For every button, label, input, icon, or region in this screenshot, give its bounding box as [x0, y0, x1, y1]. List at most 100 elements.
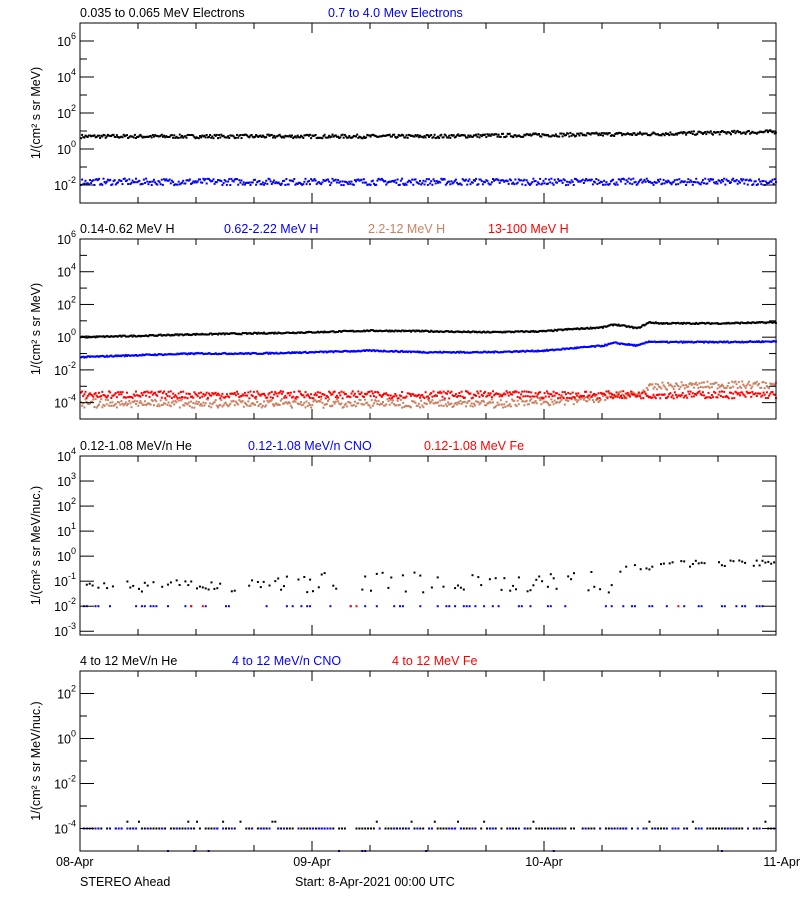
data-point: [133, 133, 136, 136]
data-point: [481, 133, 484, 136]
data-point: [419, 605, 422, 608]
data-point: [509, 827, 512, 830]
data-point: [459, 586, 462, 589]
data-point: [391, 350, 393, 352]
data-point: [225, 827, 227, 830]
data-point: [472, 402, 475, 405]
data-point: [467, 351, 470, 354]
data-point: [158, 135, 161, 138]
data-point: [239, 400, 242, 403]
y-tick-label: 10-2: [54, 774, 76, 792]
data-point: [384, 180, 387, 183]
data-point: [122, 404, 125, 407]
data-point: [695, 133, 698, 136]
data-point: [383, 404, 386, 407]
data-point: [559, 396, 562, 399]
data-point: [335, 394, 338, 397]
data-point: [756, 341, 759, 343]
data-point: [451, 351, 454, 354]
data-point: [623, 395, 626, 398]
data-point: [361, 137, 364, 140]
data-point: [272, 403, 274, 406]
data-point: [428, 330, 430, 333]
data-point: [278, 182, 281, 185]
panel-3: 0.12-1.08 MeV/n He 0.12-1.08 MeV/n CNO 0.1…: [29, 439, 777, 639]
data-point: [412, 350, 415, 353]
data-point: [276, 135, 279, 138]
data-point: [515, 182, 518, 185]
data-point: [645, 177, 648, 180]
data-point: [772, 182, 775, 185]
data-point: [590, 132, 593, 135]
data-point: [255, 134, 258, 136]
data-point: [252, 178, 255, 181]
data-point: [538, 330, 540, 333]
data-point: [374, 134, 377, 137]
data-point: [749, 321, 752, 324]
y-tick-label: 102: [57, 496, 76, 514]
data-point: [562, 396, 565, 399]
data-point: [112, 335, 115, 338]
data-point: [506, 404, 509, 407]
data-point: [448, 330, 451, 333]
data-point: [190, 134, 192, 136]
data-point: [463, 179, 466, 182]
data-point: [194, 392, 197, 395]
data-point: [284, 401, 287, 404]
data-point: [752, 564, 755, 567]
data-point: [425, 178, 428, 181]
data-point: [332, 330, 335, 333]
data-point: [547, 402, 549, 405]
data-point: [246, 134, 249, 137]
data-point: [234, 136, 237, 139]
data-point: [586, 132, 589, 135]
data-point: [316, 330, 319, 333]
data-point: [91, 400, 94, 403]
data-point: [724, 341, 727, 344]
data-point: [386, 181, 389, 184]
data-point: [609, 180, 612, 183]
y-tick-label: 104: [57, 446, 76, 464]
data-point: [130, 406, 133, 409]
data-point: [731, 397, 734, 400]
data-point: [449, 403, 452, 405]
data-point: [743, 322, 746, 325]
data-point: [211, 135, 214, 138]
data-point: [604, 827, 607, 830]
data-point: [221, 405, 224, 408]
data-point: [533, 395, 536, 398]
data-point: [300, 352, 302, 355]
data-point: [160, 396, 163, 399]
data-point: [197, 178, 200, 181]
data-point: [307, 134, 310, 137]
data-point: [507, 394, 510, 397]
data-point: [155, 354, 158, 357]
data-point: [503, 180, 506, 183]
data-point: [243, 332, 246, 335]
data-point: [148, 353, 151, 356]
data-point: [617, 342, 620, 345]
data-point: [247, 135, 250, 138]
data-point: [469, 404, 472, 407]
data-point: [727, 180, 730, 183]
data-point: [696, 322, 699, 325]
data-point: [267, 177, 270, 180]
data-point: [157, 403, 160, 406]
data-point: [771, 131, 774, 134]
data-point: [694, 827, 697, 830]
data-point: [606, 325, 609, 328]
data-point: [425, 351, 428, 354]
data-point: [398, 330, 401, 332]
data-point: [179, 182, 182, 185]
data-point: [127, 137, 130, 139]
data-point: [551, 395, 554, 398]
data-point: [508, 178, 511, 181]
data-point: [403, 136, 406, 139]
data-point: [371, 179, 374, 182]
data-point: [361, 330, 364, 333]
data-point: [533, 330, 536, 333]
data-point: [111, 394, 114, 397]
data-point: [399, 395, 402, 398]
data-point: [648, 134, 650, 136]
data-point: [543, 349, 546, 352]
